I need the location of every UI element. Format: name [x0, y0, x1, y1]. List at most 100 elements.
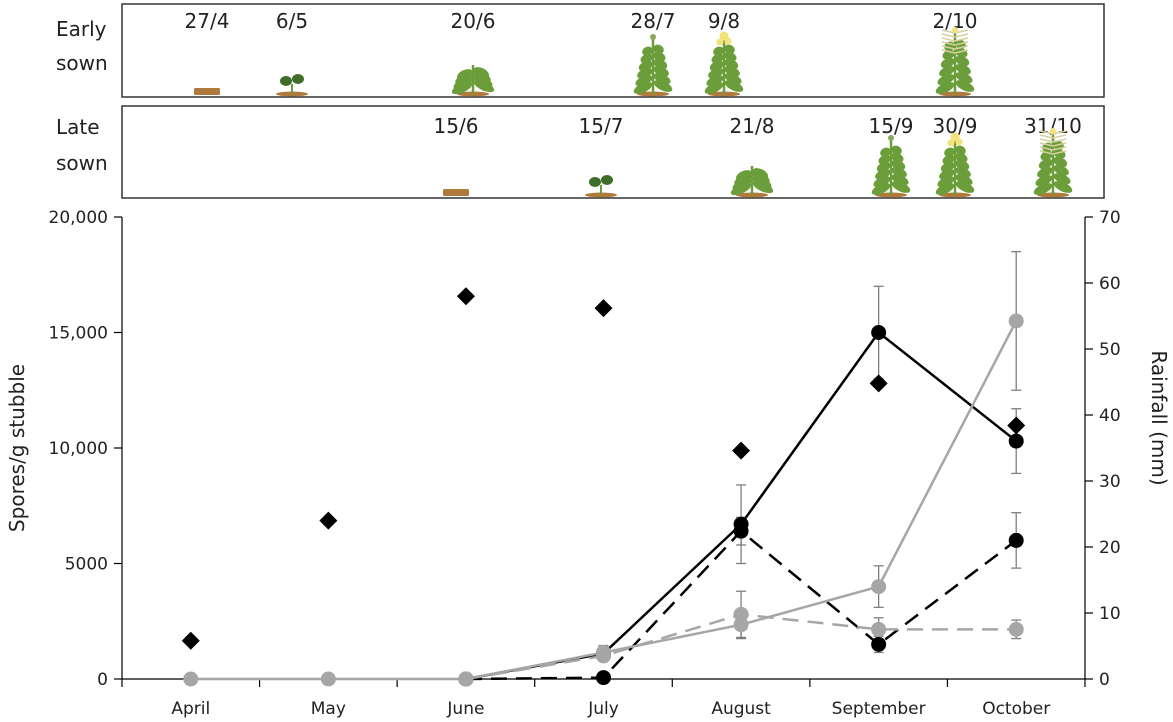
late-stage-items: 15/6 15/7 21/8 15/9 30/9 31/10	[434, 114, 1082, 198]
flower-icon	[724, 37, 732, 45]
early-sown-label-line2: sown	[56, 51, 108, 75]
x-tick-label: July	[587, 699, 619, 719]
seed-icon	[443, 189, 469, 196]
plant-leaf	[873, 176, 891, 188]
y2-axis-label: Rainfall (mm)	[1147, 350, 1171, 485]
late-stage-date: 15/6	[434, 114, 479, 138]
pod	[1039, 134, 1054, 139]
plant-leaf	[635, 75, 653, 87]
early-stage-date: 28/7	[631, 9, 676, 33]
seedling-leaf	[292, 74, 304, 84]
rainfall-point	[1007, 416, 1026, 435]
plant-leaf	[473, 67, 490, 78]
plant-leaf	[709, 60, 724, 72]
plant-leaf	[724, 58, 739, 70]
x-tick-label: August	[711, 699, 771, 719]
pod	[1052, 146, 1067, 151]
data-point-black-solid	[871, 325, 887, 340]
plant-leaf	[955, 72, 973, 84]
pod	[1039, 146, 1054, 151]
plant-leaf	[944, 147, 955, 158]
plant-leaf	[876, 161, 891, 173]
plant-leaf	[638, 60, 653, 72]
pod	[954, 49, 969, 54]
data-point-grey-solid	[871, 579, 887, 595]
plant-leaf	[713, 46, 724, 57]
y-tick-label: 10,000	[49, 439, 108, 459]
y-tick-label: 15,000	[49, 324, 108, 344]
pod	[954, 33, 969, 38]
data-point-black-dashed	[596, 670, 611, 686]
plant-leaf	[937, 176, 955, 188]
seedling-leaf	[280, 76, 292, 86]
plant-leaf	[1053, 156, 1068, 168]
data-point-black-solid	[1008, 433, 1024, 449]
y2-tick-label: 0	[1099, 670, 1110, 690]
plant-leaf	[456, 69, 473, 80]
pod	[954, 45, 969, 50]
plant-leaf	[942, 154, 955, 165]
pod	[1052, 130, 1067, 135]
data-point-grey-solid	[183, 671, 199, 687]
late-sown-label-line2: sown	[56, 151, 108, 175]
data-point-grey-solid	[1008, 313, 1024, 329]
plant-leaf	[955, 174, 973, 186]
early-stage-items: 27/4 6/5 20/6 28/7 9/8 2/10	[185, 9, 977, 97]
data-point-black-dashed	[871, 636, 887, 652]
series-lines	[190, 320, 1018, 681]
plant-leaf	[642, 46, 653, 57]
plant-leaf	[711, 53, 724, 64]
y-tick-label: 5000	[65, 555, 108, 575]
rainfall-point	[456, 287, 475, 306]
plant-leaf	[1033, 183, 1053, 195]
plant-leaf	[935, 82, 955, 94]
plant-leaf	[724, 80, 744, 92]
y2-tick-label: 50	[1099, 340, 1121, 360]
pod	[941, 49, 956, 54]
x-tick-label: October	[982, 699, 1050, 719]
pod	[1039, 138, 1054, 143]
y2-tick-label: 30	[1099, 472, 1121, 492]
plant-leaf	[653, 58, 668, 70]
plant-leaf	[955, 55, 970, 67]
data-point-grey-solid	[320, 671, 336, 687]
series-markers	[183, 313, 1024, 687]
rainfall-point	[732, 441, 751, 460]
data-point-black-dashed	[1008, 532, 1024, 548]
plant-leaf	[724, 44, 735, 55]
early-stage-date: 9/8	[708, 9, 740, 33]
plant-leaf	[955, 152, 968, 163]
pod	[1052, 134, 1067, 139]
plant-leaf	[940, 57, 955, 69]
y2-tick-label: 40	[1099, 406, 1121, 426]
plant-leaf	[955, 63, 971, 75]
x-tick-label: June	[446, 699, 484, 719]
plant-leaf	[653, 73, 671, 85]
pod	[1052, 142, 1067, 147]
plant-leaf	[653, 44, 664, 55]
rainfall-point	[319, 511, 338, 530]
plant-leaf	[752, 168, 769, 179]
pod	[1052, 150, 1067, 155]
data-point-grey-dashed	[458, 671, 474, 687]
plant-leaf	[935, 183, 955, 195]
plant-leaf	[891, 174, 909, 186]
pod	[1039, 130, 1054, 135]
plant-leaf	[704, 82, 724, 94]
plant-leaf	[653, 80, 673, 92]
data-point-grey-dashed	[871, 621, 887, 637]
pod	[1039, 142, 1054, 147]
plant-leaf	[1037, 166, 1053, 178]
early-stage-date: 6/5	[276, 9, 308, 33]
plant-leaf	[891, 181, 911, 193]
late-sown-label-line1: Late	[56, 115, 100, 139]
plant-leaf	[706, 75, 724, 87]
plant-leaf	[640, 53, 653, 64]
y-axis-label: Spores/g stubble	[5, 364, 29, 532]
pod	[941, 45, 956, 50]
y-tick-label: 20,000	[49, 208, 108, 228]
plant-leaf	[1053, 173, 1071, 185]
stage-panels: Early sown Late sown 27/4 6/5 20/6 28/7 9/8 2…	[56, 3, 1105, 199]
plant-leaf	[955, 80, 975, 92]
data-point-grey-dashed	[596, 648, 611, 664]
